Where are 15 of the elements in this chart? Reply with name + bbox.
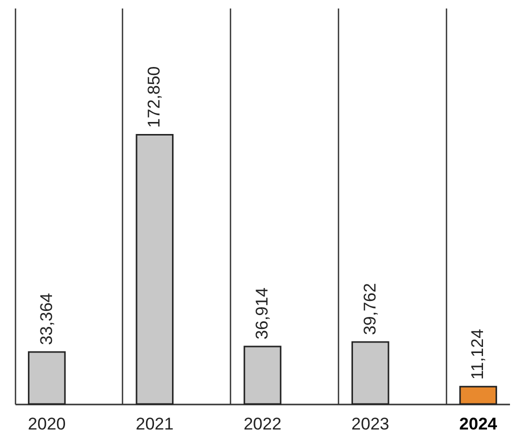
x-tick-label: 2023: [351, 414, 390, 434]
bar: [459, 386, 498, 405]
data-label: 33,364: [36, 293, 56, 346]
x-tick-label: 2020: [28, 414, 66, 434]
x-tick-label: 2022: [244, 414, 282, 434]
bar: [244, 346, 282, 405]
data-label: 36,914: [252, 287, 272, 340]
bar: [28, 351, 66, 405]
x-tick-label: 2021: [136, 414, 174, 434]
data-label: 172,850: [144, 66, 164, 128]
bar: [136, 134, 174, 405]
data-label: 11,124: [468, 328, 488, 380]
bar: [351, 341, 390, 405]
data-label: 39,762: [360, 283, 380, 336]
x-tick-label: 2024: [459, 414, 498, 434]
